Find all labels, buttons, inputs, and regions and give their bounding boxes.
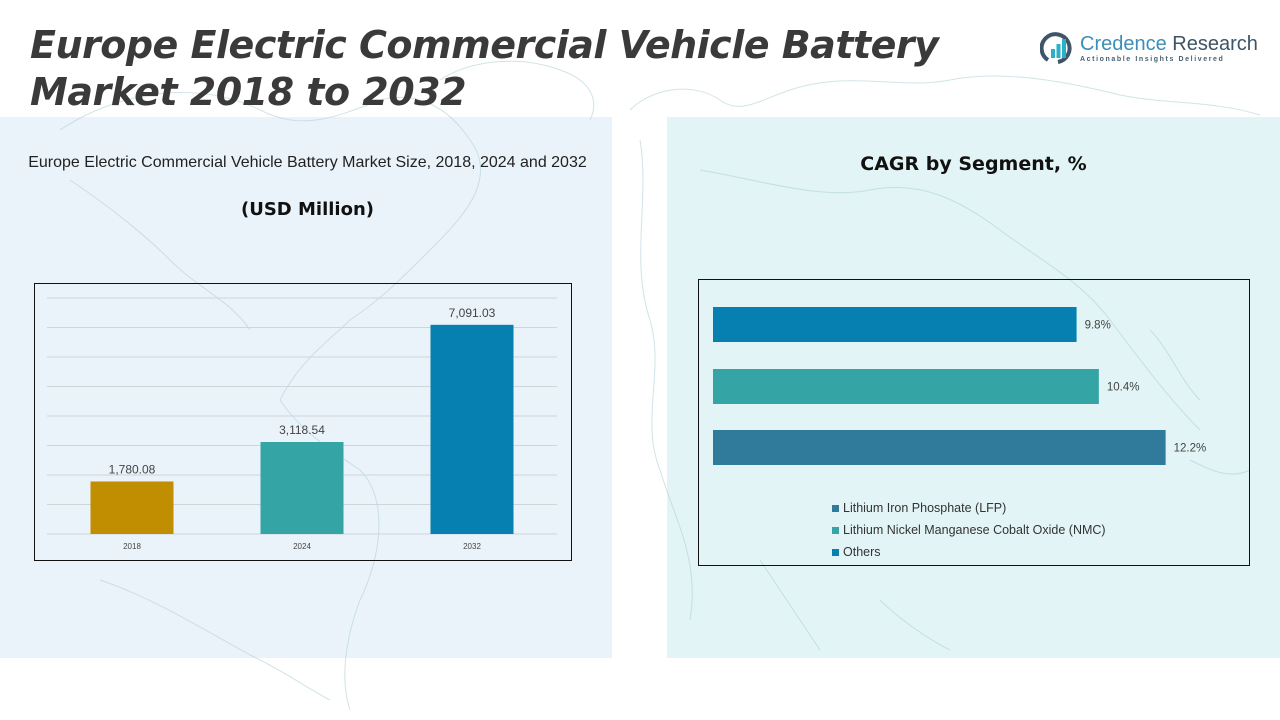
bar-others[interactable]	[713, 307, 1077, 342]
legend-item-others[interactable]: Others	[832, 541, 1106, 563]
cagr-chart: 9.8% 10.4% 12.2% Lithium Iron Phosphate (L…	[698, 279, 1250, 566]
legend-swatch-lfp	[832, 504, 839, 512]
legend-label-nmc: Lithium Nickel Manganese Cobalt Oxide (N…	[843, 523, 1106, 537]
page-title-line2: Market 2018 to 2032	[30, 70, 467, 114]
bar-lithium-iron-phosphate-lfp-[interactable]	[713, 430, 1166, 465]
credence-research-logo: Credence Research Actionable Insights De…	[1040, 30, 1258, 66]
logo-name-part1: Credence	[1080, 32, 1167, 55]
logo-name-part2: Research	[1172, 32, 1258, 55]
data-label-2032: 7,091.03	[449, 306, 496, 320]
market-size-bar-chart: 1,780.08 2018 3,118.54 2024 7,091.03 2032	[47, 297, 557, 551]
data-label-2: 12.2%	[1174, 443, 1207, 455]
legend-swatch-others	[832, 548, 839, 556]
market-size-chart-title: Europe Electric Commercial Vehicle Batte…	[28, 154, 587, 171]
data-label-2018: 1,780.08	[109, 462, 156, 476]
market-size-chart-unit: (USD Million)	[240, 199, 374, 220]
page-title-line1: Europe Electric Commercial Vehicle Batte…	[30, 23, 939, 67]
logo-tagline: Actionable Insights Delivered	[1080, 55, 1225, 63]
x-tick-label-2024: 2024	[293, 542, 311, 551]
x-tick-label-2032: 2032	[463, 542, 481, 551]
legend-item-nmc[interactable]: Lithium Nickel Manganese Cobalt Oxide (N…	[832, 519, 1106, 541]
bar-2024[interactable]	[260, 442, 344, 534]
legend-swatch-nmc	[832, 526, 839, 534]
legend-item-lfp[interactable]: Lithium Iron Phosphate (LFP)	[832, 497, 1106, 519]
market-size-chart: 1,780.08 2018 3,118.54 2024 7,091.03 2032	[34, 283, 572, 561]
bar-2018[interactable]	[90, 481, 174, 534]
bar-chart-circle-icon	[1040, 32, 1072, 64]
page-title: Europe Electric Commercial Vehicle Batte…	[30, 22, 939, 116]
x-tick-label-2018: 2018	[123, 542, 141, 551]
legend-label-lfp: Lithium Iron Phosphate (LFP)	[843, 501, 1007, 515]
data-label-0: 9.8%	[1085, 320, 1111, 332]
legend-label-others: Others	[843, 545, 881, 559]
data-label-2024: 3,118.54	[279, 423, 325, 437]
cagr-chart-title: CAGR by Segment, %	[860, 153, 1087, 175]
data-label-1: 10.4%	[1107, 382, 1140, 394]
bar-lithium-nickel-manganese-cobalt-oxide-nmc-[interactable]	[713, 369, 1099, 404]
bar-2032[interactable]	[430, 324, 514, 534]
cagr-legend: Lithium Iron Phosphate (LFP) Lithium Nic…	[832, 497, 1106, 563]
